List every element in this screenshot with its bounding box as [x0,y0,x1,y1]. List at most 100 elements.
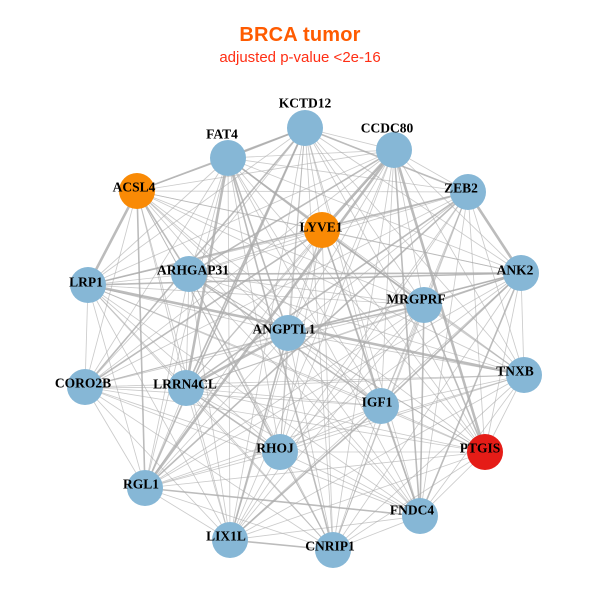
graph-edge [304,127,334,551]
graph-node-zeb2[interactable] [450,174,486,210]
graph-edge [185,387,382,407]
graph-edge [144,127,306,489]
node-label-layer: KCTD12 CCDC80 FAT4 ZEB2 ACSL4 LYVE1 ANK2 ARHGAP… [55,96,534,554]
graph-edge [185,191,469,389]
graph-edge [467,191,486,453]
graph-node-lyve1[interactable] [304,212,340,248]
graph-edge [188,229,323,275]
graph-edge [84,386,281,453]
graph-edge [87,127,306,286]
graph-edge [184,331,290,390]
graph-node-label: KCTD12 [279,96,332,111]
graph-edge [304,127,486,453]
graph-node-rgl1[interactable] [127,470,163,506]
graph-edge [87,284,281,453]
graph-edge [144,451,486,489]
graph-node-igf1[interactable] [363,388,399,424]
graph-edge [419,272,522,517]
graph-edge [144,332,289,489]
graph-edge [84,304,425,388]
graph-edge [287,332,525,376]
graph-node-ank2[interactable] [503,255,539,291]
graph-edge [227,157,289,334]
graph-edge [393,149,522,274]
graph-node-ptgis[interactable] [467,434,503,470]
graph-node-label: PTGIS [460,441,501,456]
graph-node-ccdc80[interactable] [376,132,412,168]
graph-edge [185,229,323,389]
graph-edge [185,387,231,541]
graph-edge [229,332,289,541]
graph-edge [419,304,425,517]
graph-edge [84,191,469,388]
graph-node-label: ANK2 [497,263,534,278]
graph-edge [380,405,486,453]
graph-node-label: FAT4 [206,127,238,142]
graph-node-angptl1[interactable] [270,315,306,351]
graph-node-cnrip1[interactable] [315,532,351,568]
graph-node-lrp1[interactable] [70,267,106,303]
graph-edge [229,374,525,541]
graph-node-label: RHOJ [256,441,294,456]
graph-node-fndc4[interactable] [402,498,438,534]
graph-edge [136,190,425,306]
graph-edge [84,332,289,388]
graph-node-arhgap31[interactable] [171,256,207,292]
graph-node-mrgprf[interactable] [406,287,442,323]
graph-edge [136,190,146,489]
graph-edge [84,157,229,388]
graph-edge [227,157,525,376]
graph-node-label: CORO2B [55,376,111,391]
graph-node-coro2b[interactable] [67,369,103,405]
graph-node-lix1l[interactable] [212,522,248,558]
graph-node-tnxb[interactable] [506,357,542,393]
graph-edge [136,190,486,453]
graph-node-label: ZEB2 [444,181,478,196]
graph-edge [84,386,231,541]
graph-node-label: CNRIP1 [305,539,355,554]
graph-edge [279,405,382,453]
graph-edge [227,157,334,551]
graph-node-label: CCDC80 [361,121,414,136]
graph-edge [279,451,421,517]
graph-edge [144,387,187,489]
graph-node-rhoj[interactable] [262,434,298,470]
graph-edge [279,332,289,453]
graph-edge [144,451,281,489]
graph-edge [332,374,525,551]
graph-node-label: RGL1 [123,477,159,492]
graph-edge [144,374,525,489]
graph-edge [321,229,486,453]
graph-node-acsl4[interactable] [119,173,155,209]
graph-edge [185,387,334,551]
graph-edge [136,190,525,376]
graph-node-label: LYVE1 [299,220,342,235]
graph-edge [84,374,525,388]
graph-edge [227,157,469,193]
graph-edge [84,386,421,517]
graph-edge [229,304,425,541]
graph-node-fat4[interactable] [210,140,246,176]
graph-edge [287,332,421,517]
graph-node-kctd12[interactable] [287,110,323,146]
graph-edge [87,284,486,453]
graph-edge [144,273,190,489]
graph-edge [467,191,525,376]
graph-edge [279,149,395,453]
graph-edge [287,191,469,334]
graph-edge [332,272,522,551]
graph-edge [229,229,323,541]
graph-edge [84,149,395,388]
graph-edge [188,273,425,306]
graph-node-label: LIX1L [206,529,246,544]
graph-edge [136,149,395,192]
graph-edge [188,272,522,275]
graph-edge [484,272,522,453]
graph-edge [144,157,229,489]
graph-node-lrrn4cl[interactable] [168,370,204,406]
graph-edge [136,190,289,334]
graph-edge [87,191,469,286]
graph-edge [227,149,395,159]
